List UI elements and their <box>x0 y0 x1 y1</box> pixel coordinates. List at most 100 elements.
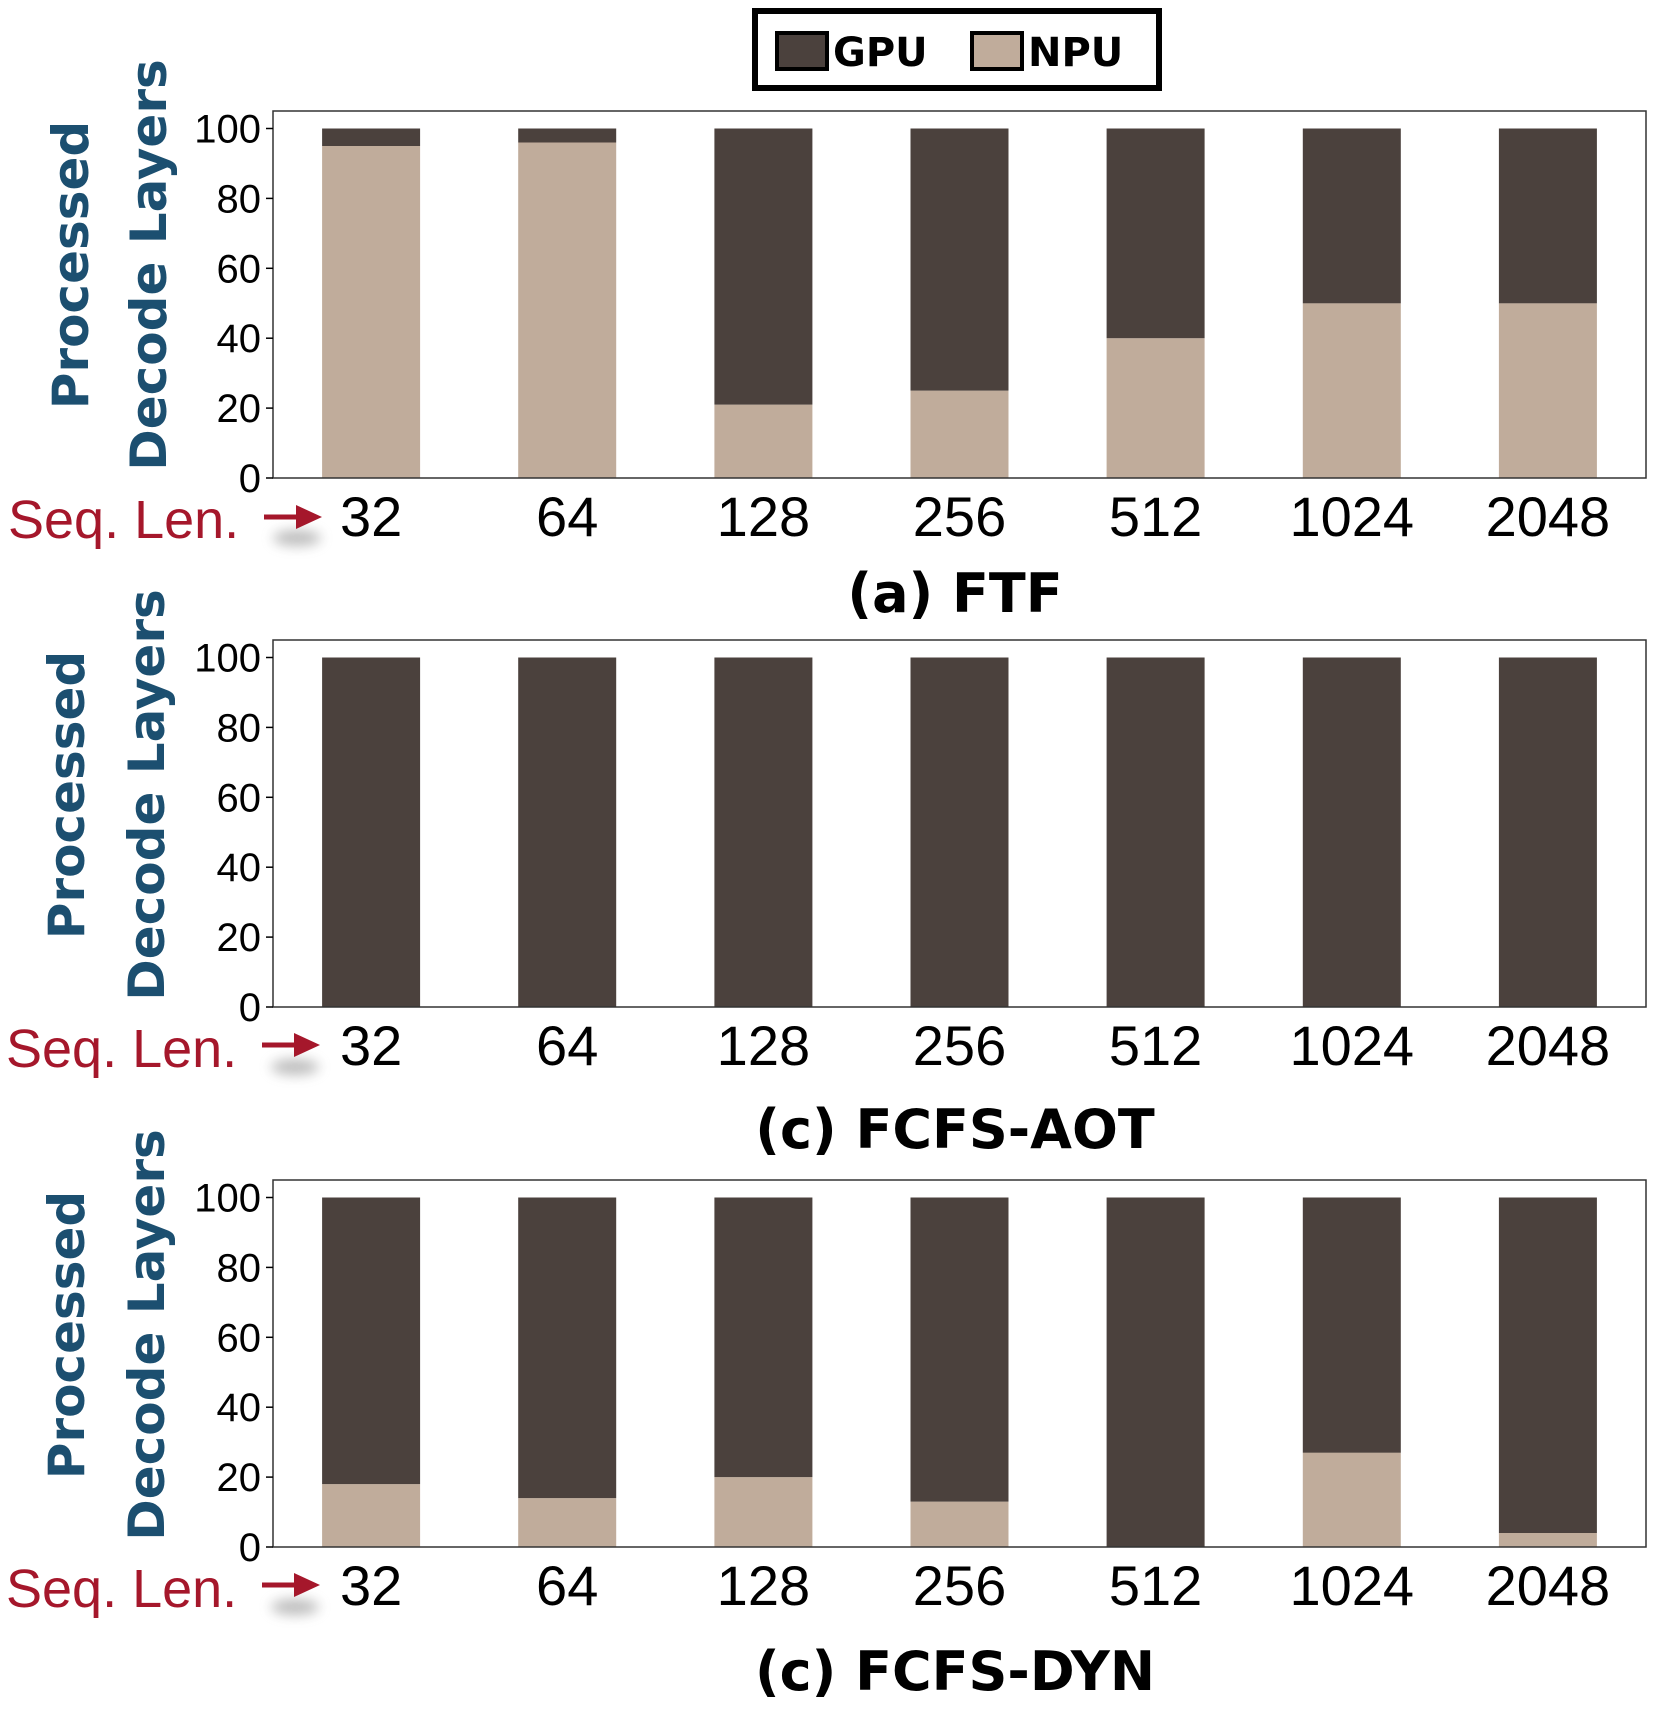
panel-fcfs-dyn-arrow-shadow <box>271 1599 319 1615</box>
panel-ftf-bar-npu-32 <box>322 146 421 478</box>
panel-fcfs-aot-arrow-shadow <box>271 1059 319 1075</box>
panel-fcfs-dyn-bar-npu-32 <box>322 1484 421 1547</box>
panel-ftf-yticks: 0 20 40 60 80 100 <box>194 108 273 501</box>
panel-ftf-bars <box>322 128 1597 478</box>
panel-fcfs-aot-xtick-2048: 2048 <box>1486 1014 1611 1077</box>
panel-fcfs-dyn-bar-npu-64 <box>518 1498 617 1547</box>
panel-ftf-axes <box>272 110 1647 479</box>
legend-swatch-npu <box>970 31 1024 71</box>
panel-fcfs-dyn-bar-gpu-512 <box>1106 1197 1205 1547</box>
panel-fcfs-aot-ytick-20: 20 <box>217 916 262 960</box>
panel-ftf-xtick-2048: 2048 <box>1486 485 1611 548</box>
panel-ftf-xtick-512: 512 <box>1109 485 1202 548</box>
panel-ftf-bar-gpu-512 <box>1106 128 1205 339</box>
panel-ftf-arrow <box>264 505 322 546</box>
panel-fcfs-dyn-xlabel: Seq. Len. <box>6 1559 237 1619</box>
panel-fcfs-dyn-title: (c) FCFS-DYN <box>755 1640 1155 1703</box>
panel-ftf-bar-npu-2048 <box>1498 303 1597 478</box>
panel-fcfs-aot: 0 20 40 60 80 100 32 64 128 256 512 1024 2048 Proce… <box>6 589 1647 1161</box>
panel-ftf-ylabel-line1: Processed <box>42 121 100 409</box>
panel-fcfs-aot-axes <box>272 639 1647 1008</box>
panel-ftf-bar-gpu-64 <box>518 128 617 143</box>
panel-fcfs-dyn-xtick-256: 256 <box>913 1554 1006 1617</box>
legend-swatch-gpu <box>775 31 829 71</box>
panel-fcfs-dyn-bar-npu-1024 <box>1302 1452 1401 1547</box>
panel-fcfs-dyn-ytick-80: 80 <box>217 1246 262 1290</box>
panel-fcfs-dyn-bar-gpu-1024 <box>1302 1197 1401 1453</box>
panel-ftf-xticks: 32 64 128 256 512 1024 2048 <box>340 485 1610 548</box>
panel-fcfs-aot-bar-gpu-32 <box>322 657 421 1007</box>
panel-fcfs-dyn-xtick-128: 128 <box>717 1554 810 1617</box>
panel-ftf-bar-gpu-2048 <box>1498 128 1597 304</box>
panel-fcfs-dyn-ylabel-line2: Decode Layers <box>118 1129 176 1541</box>
panel-fcfs-dyn-yticks: 0 20 40 60 80 100 <box>194 1177 273 1570</box>
panel-ftf-arrow-head <box>296 505 322 529</box>
panel-fcfs-aot-bars <box>322 657 1597 1007</box>
panel-fcfs-dyn-bar-gpu-128 <box>714 1197 813 1478</box>
panel-fcfs-aot-bar-gpu-128 <box>714 657 813 1007</box>
panel-ftf-arrow-shadow <box>273 530 321 546</box>
panel-fcfs-dyn-ytick-60: 60 <box>217 1316 262 1360</box>
panel-fcfs-dyn-arrow-head <box>294 1573 320 1597</box>
panel-fcfs-dyn-xtick-2048: 2048 <box>1486 1554 1611 1617</box>
panel-fcfs-dyn-xticks: 32 64 128 256 512 1024 2048 <box>340 1554 1610 1617</box>
panel-fcfs-aot-bar-gpu-1024 <box>1302 657 1401 1007</box>
panel-ftf-bar-npu-1024 <box>1302 303 1401 478</box>
panel-fcfs-dyn-ytick-100: 100 <box>194 1177 261 1221</box>
panel-ftf-bar-npu-256 <box>910 390 1009 478</box>
panel-fcfs-aot-bar-gpu-256 <box>910 657 1009 1007</box>
panel-fcfs-dyn: 0 20 40 60 80 100 32 64 128 256 512 1024 2048 Proce… <box>6 1129 1647 1703</box>
panel-ftf-ytick-60: 60 <box>217 247 262 291</box>
panel-fcfs-dyn-ylabel-line1: Processed <box>38 1191 96 1479</box>
panel-fcfs-aot-ytick-0: 0 <box>239 986 261 1030</box>
panel-ftf-ylabel-line2: Decode Layers <box>120 59 178 471</box>
panel-ftf-ytick-40: 40 <box>217 317 262 361</box>
panel-fcfs-aot-xticks: 32 64 128 256 512 1024 2048 <box>340 1014 1610 1077</box>
panel-fcfs-dyn-ytick-0: 0 <box>239 1526 261 1570</box>
panel-fcfs-aot-bar-gpu-2048 <box>1498 657 1597 1007</box>
legend-label-gpu: GPU <box>833 30 928 76</box>
panel-fcfs-dyn-ytick-20: 20 <box>217 1456 262 1500</box>
panel-ftf-bar-npu-64 <box>518 142 617 478</box>
panel-ftf-ytick-100: 100 <box>194 108 261 152</box>
panel-fcfs-aot-ytick-80: 80 <box>217 706 262 750</box>
panel-ftf-bar-gpu-32 <box>322 128 421 146</box>
legend: GPU NPU <box>752 8 1162 91</box>
panel-fcfs-aot-ytick-60: 60 <box>217 776 262 820</box>
panel-fcfs-dyn-bars <box>322 1197 1597 1547</box>
panel-fcfs-aot-xtick-128: 128 <box>717 1014 810 1077</box>
panel-fcfs-aot-yticks: 0 20 40 60 80 100 <box>194 637 273 1030</box>
panel-fcfs-aot-arrow-head <box>294 1033 320 1057</box>
panel-fcfs-dyn-bar-gpu-64 <box>518 1197 617 1499</box>
panel-ftf-ytick-80: 80 <box>217 177 262 221</box>
panel-ftf-ytick-20: 20 <box>217 387 262 431</box>
panel-fcfs-aot-ytick-40: 40 <box>217 846 262 890</box>
panel-fcfs-aot-xtick-256: 256 <box>913 1014 1006 1077</box>
panel-fcfs-dyn-xtick-32: 32 <box>340 1554 402 1617</box>
panel-fcfs-aot-xlabel: Seq. Len. <box>6 1019 237 1079</box>
panel-ftf-title: (a) FTF <box>847 562 1062 625</box>
panel-fcfs-aot-arrow <box>262 1033 320 1075</box>
panel-fcfs-dyn-arrow <box>262 1573 320 1615</box>
panel-ftf-bar-npu-128 <box>714 404 813 478</box>
panel-ftf-xtick-128: 128 <box>717 485 810 548</box>
panel-ftf-xlabel: Seq. Len. <box>8 490 239 550</box>
panel-fcfs-aot-xtick-1024: 1024 <box>1290 1014 1415 1077</box>
panel-fcfs-dyn-xtick-1024: 1024 <box>1290 1554 1415 1617</box>
panel-fcfs-aot-xtick-512: 512 <box>1109 1014 1202 1077</box>
panel-fcfs-aot-ylabel-line1: Processed <box>38 651 96 939</box>
panel-fcfs-dyn-xtick-64: 64 <box>536 1554 598 1617</box>
panel-ftf-bar-gpu-1024 <box>1302 128 1401 304</box>
panel-fcfs-dyn-axes <box>272 1179 1647 1548</box>
panel-fcfs-dyn-ytick-40: 40 <box>217 1386 262 1430</box>
legend-label-npu: NPU <box>1028 30 1123 76</box>
panel-fcfs-dyn-bar-gpu-32 <box>322 1197 421 1485</box>
panel-fcfs-aot-bar-gpu-64 <box>518 657 617 1007</box>
panel-fcfs-dyn-bar-npu-128 <box>714 1477 813 1547</box>
panel-fcfs-aot-ytick-100: 100 <box>194 637 261 681</box>
panel-ftf-bar-gpu-256 <box>910 128 1009 391</box>
panel-fcfs-aot-xtick-64: 64 <box>536 1014 598 1077</box>
panel-fcfs-dyn-bar-gpu-256 <box>910 1197 1009 1502</box>
panel-fcfs-dyn-bar-npu-256 <box>910 1501 1009 1547</box>
panel-ftf-xtick-256: 256 <box>913 485 1006 548</box>
